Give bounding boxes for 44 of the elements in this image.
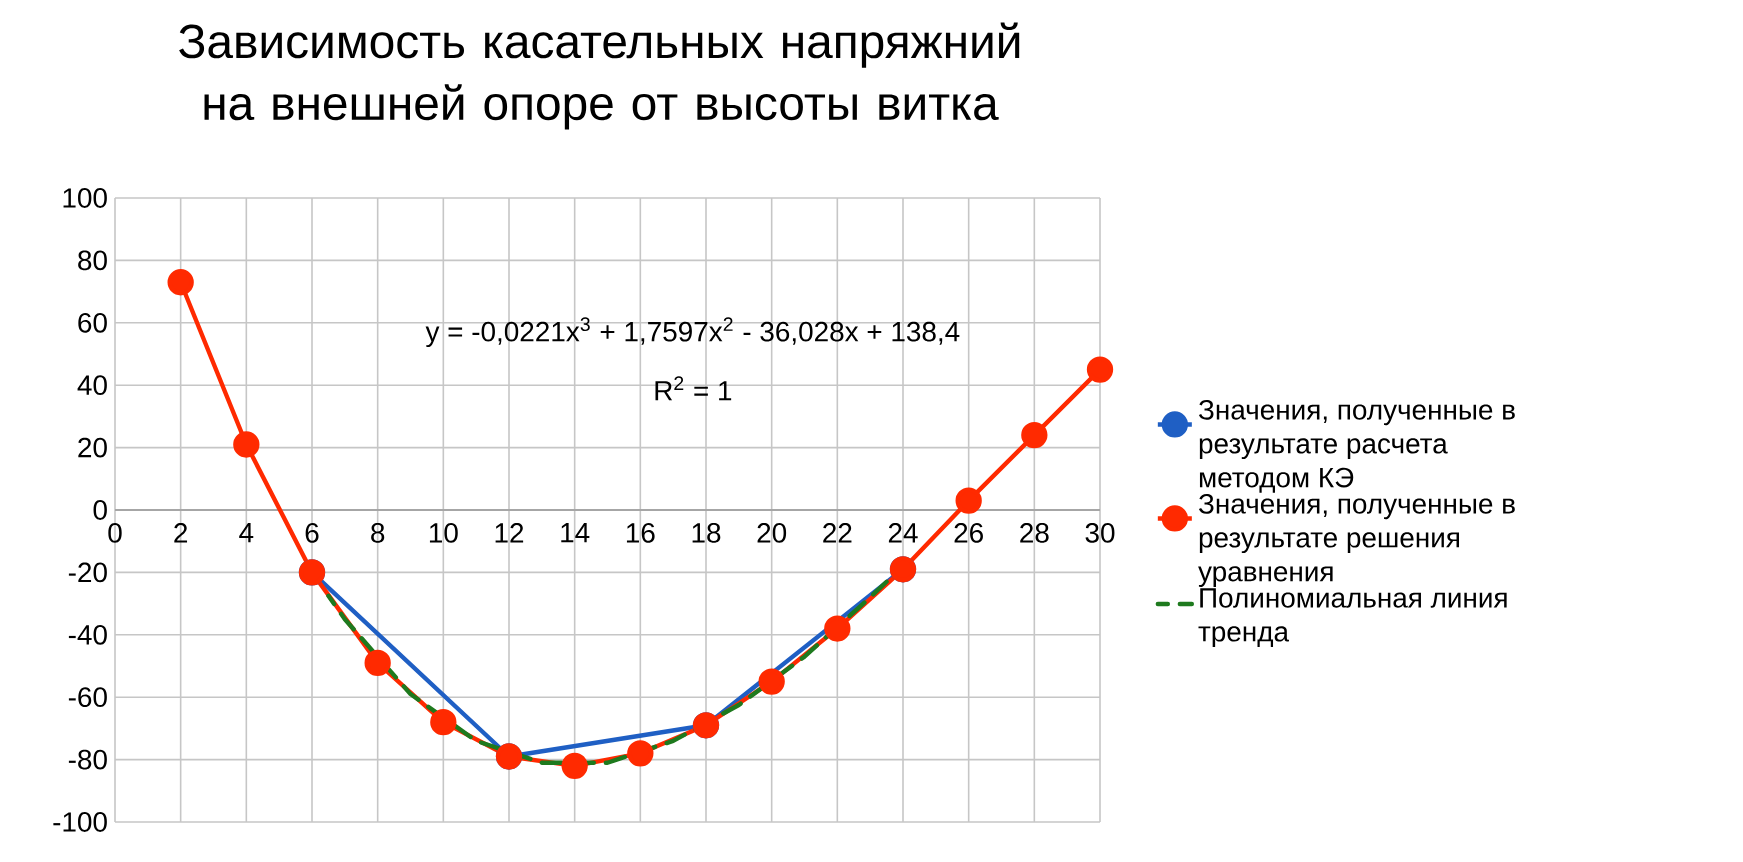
point	[233, 431, 260, 458]
x-tick-label: 8	[371, 523, 385, 543]
y-tick-label: -40	[68, 624, 107, 645]
x-tick-label: 18	[692, 523, 721, 543]
chart-title: Зависимость касательных напряжний на внешней опоре от высоты витка	[179, 22, 1020, 130]
x-tick-label: 12	[495, 523, 524, 543]
point	[167, 269, 194, 296]
y-tick-label: -60	[68, 687, 107, 708]
y-tick-label: 20	[78, 437, 107, 458]
x-tick-label: 6	[305, 523, 319, 543]
point	[561, 752, 588, 779]
point	[955, 487, 982, 514]
y-tick-label: -80	[68, 749, 107, 770]
legend-label: Значения, полученные в результате расчета методом КЭ	[1198, 399, 1515, 493]
point	[824, 615, 851, 642]
annotation: y = -0,0221x$^{3}$ + 1,7597x$^{2}$ - 36,028x + 138,4	[425, 317, 960, 348]
y-tick-label: -20	[68, 562, 107, 583]
x-tick-label: 10	[429, 523, 458, 543]
point	[1021, 421, 1048, 449]
y-tick-label: -100	[53, 812, 107, 832]
x-tick-label: 22	[823, 523, 852, 543]
y-tick-label: 40	[77, 375, 107, 396]
x-tick-label: 20	[757, 523, 787, 543]
x-tick-label: 14	[561, 523, 590, 543]
point	[430, 709, 457, 736]
point	[1086, 356, 1114, 383]
x-tick-label: 26	[954, 523, 983, 543]
y-tick-label: 100	[63, 188, 107, 208]
y-tick-label: 0	[93, 500, 107, 520]
y-tick-label: 80	[78, 250, 107, 271]
annotation: R$^{2}$ = 1	[655, 376, 732, 401]
legend-label: Значения, полученные в результате решения уравнения	[1198, 493, 1515, 587]
x-tick-label: 24	[888, 523, 918, 543]
x-tick-label: 0	[108, 523, 122, 543]
point	[627, 740, 654, 767]
x-tick-label: 16	[626, 523, 655, 543]
x-tick-label: 28	[1020, 523, 1049, 543]
y-tick-label: 60	[78, 312, 107, 333]
x-tick-label: 4	[239, 523, 254, 543]
x-tick-label: 2	[174, 523, 188, 543]
x-tick-label: 30	[1085, 523, 1115, 543]
point	[758, 668, 785, 695]
legend-label: Полиномиальная линия тренда	[1198, 588, 1507, 648]
point	[364, 649, 391, 677]
